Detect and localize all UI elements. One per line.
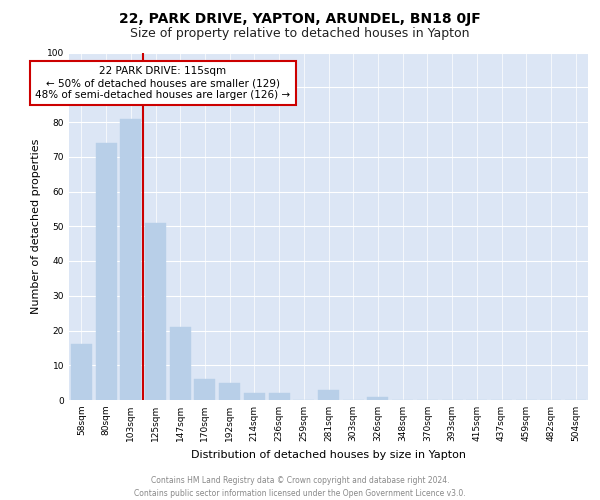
Bar [170, 327, 191, 400]
Bar [194, 379, 215, 400]
Bar [367, 396, 388, 400]
Y-axis label: Number of detached properties: Number of detached properties [31, 138, 41, 314]
Bar [120, 118, 141, 400]
Bar [219, 382, 240, 400]
Text: Contains HM Land Registry data © Crown copyright and database right 2024.
Contai: Contains HM Land Registry data © Crown c… [134, 476, 466, 498]
Text: Size of property relative to detached houses in Yapton: Size of property relative to detached ho… [130, 28, 470, 40]
Bar [269, 393, 290, 400]
Text: 22 PARK DRIVE: 115sqm
← 50% of detached houses are smaller (129)
48% of semi-det: 22 PARK DRIVE: 115sqm ← 50% of detached … [35, 66, 290, 100]
Bar [318, 390, 339, 400]
Text: 22, PARK DRIVE, YAPTON, ARUNDEL, BN18 0JF: 22, PARK DRIVE, YAPTON, ARUNDEL, BN18 0J… [119, 12, 481, 26]
Bar [244, 393, 265, 400]
X-axis label: Distribution of detached houses by size in Yapton: Distribution of detached houses by size … [191, 450, 466, 460]
Bar [71, 344, 92, 400]
Bar [95, 143, 116, 400]
Bar [145, 223, 166, 400]
